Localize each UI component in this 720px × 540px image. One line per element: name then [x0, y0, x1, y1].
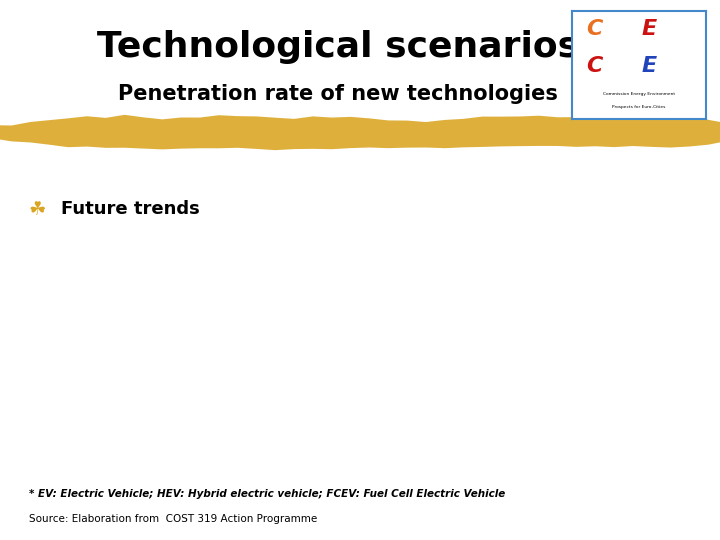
- Text: * EV: Electric Vehicle; HEV: Hybrid electric vehicle; FCEV: Fuel Cell Electric V: * EV: Electric Vehicle; HEV: Hybrid elec…: [29, 489, 505, 499]
- Text: Penetration rate of new technologies: Penetration rate of new technologies: [119, 84, 558, 104]
- Text: ☘: ☘: [29, 200, 46, 219]
- Polygon shape: [0, 113, 720, 150]
- Text: C: C: [586, 56, 602, 76]
- Text: Future trends: Future trends: [61, 200, 200, 218]
- Text: Source: Elaboration from  COST 319 Action Programme: Source: Elaboration from COST 319 Action…: [29, 514, 317, 524]
- Text: Commission Energy Environment: Commission Energy Environment: [603, 92, 675, 96]
- Text: C: C: [586, 19, 602, 39]
- Text: Prospects for Euro-Cities: Prospects for Euro-Cities: [612, 105, 666, 109]
- Text: E: E: [642, 19, 657, 39]
- Text: E: E: [642, 56, 657, 76]
- Text: Technological scenarios: Technological scenarios: [97, 30, 580, 64]
